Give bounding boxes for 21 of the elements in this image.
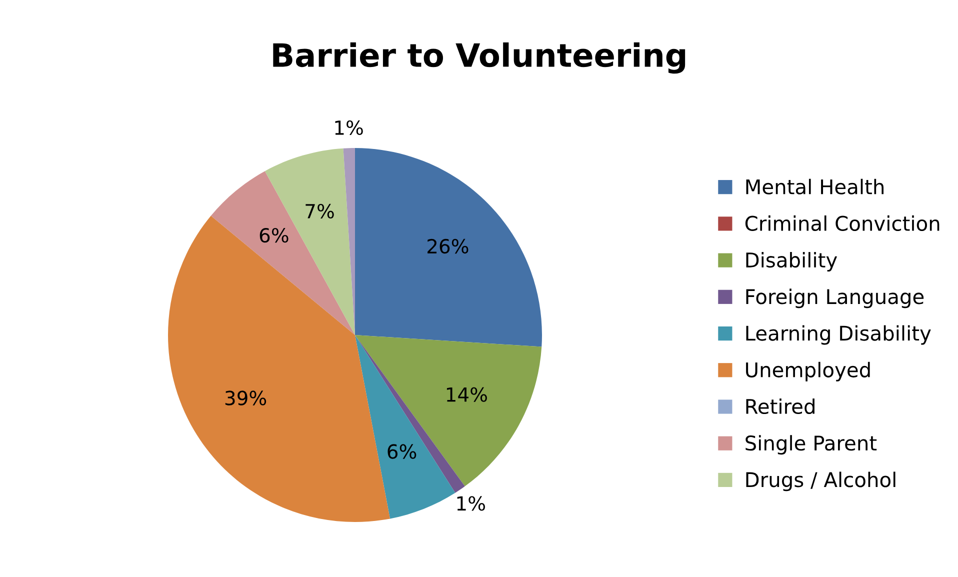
data-label: 1% <box>457 496 485 511</box>
data-label: 7% <box>306 204 334 219</box>
legend-label: Disability <box>746 252 838 272</box>
pie-slice <box>355 335 542 486</box>
data-label: 6% <box>260 228 288 243</box>
legend-label: Unemployed <box>746 362 870 382</box>
pie-slice <box>355 148 542 347</box>
data-label: 39% <box>225 390 266 406</box>
legend-label: Single Parent <box>746 435 877 455</box>
legend-label: Foreign Language <box>746 288 924 308</box>
legend-label: Retired <box>746 398 814 414</box>
pie-slice <box>210 171 355 335</box>
legend-label: Learning Disability <box>746 325 931 345</box>
data-label: 26% <box>428 238 468 254</box>
data-label: 6% <box>388 444 416 459</box>
legend-label: Criminal Conviction <box>745 215 940 232</box>
chart-title: Barrier to Volunteering <box>273 42 686 74</box>
legend-label: Mental Health <box>746 178 884 194</box>
legend-label: Drugs / Alcohol <box>746 472 896 492</box>
data-label: 14% <box>446 387 487 402</box>
data-label: 1% <box>335 120 363 136</box>
